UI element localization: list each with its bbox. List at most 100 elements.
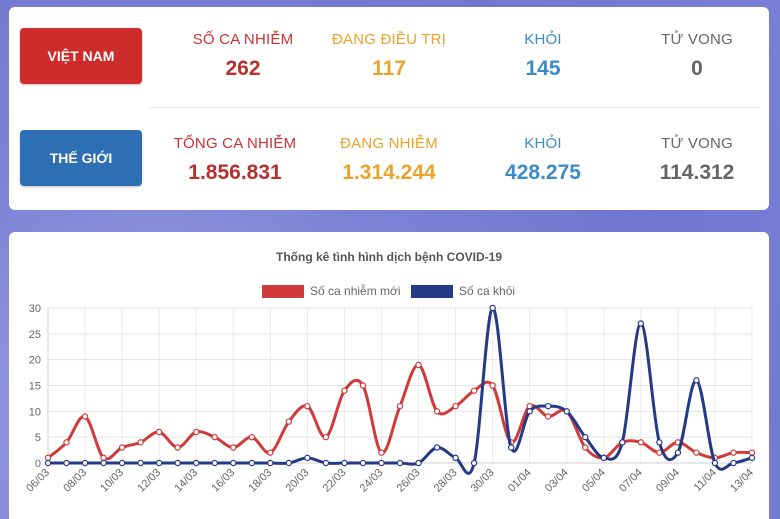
- x-tick-label: 05/04: [580, 467, 608, 495]
- vn-recovered-stat: KHỎI 145: [473, 31, 613, 81]
- data-point-new-cases: [545, 413, 552, 420]
- data-point-recovered: [341, 459, 348, 467]
- data-point-recovered: [563, 408, 570, 415]
- line-chart: 0 5 10 15 20 25 30 06/03 08/03 10/03 12/03 14/03 16/…: [24, 303, 756, 495]
- x-tick-label: 22/03: [321, 467, 349, 495]
- data-point-new-cases: [322, 433, 330, 441]
- world-recovered-value: 428.275: [505, 161, 581, 184]
- data-point-recovered: [378, 459, 385, 467]
- data-point-recovered: [545, 402, 552, 410]
- data-point-recovered: [155, 459, 163, 467]
- legend-item-new-cases[interactable]: Số ca nhiễm mới: [262, 284, 401, 298]
- data-point-new-cases: [100, 454, 107, 462]
- x-tick-label: 18/03: [246, 467, 274, 495]
- data-point-recovered: [230, 459, 237, 467]
- data-point-recovered: [211, 459, 218, 467]
- x-tick-label: 24/03: [358, 467, 386, 495]
- data-point-new-cases: [248, 433, 255, 441]
- data-point-new-cases: [359, 382, 367, 389]
- data-point-recovered: [711, 459, 719, 467]
- y-tick-label: 25: [29, 329, 41, 341]
- x-tick-label: 07/04: [617, 467, 645, 495]
- data-point-new-cases: [230, 444, 237, 451]
- data-point-new-cases: [452, 402, 459, 410]
- chart-card: Thống kê tình hình dịch bệnh COVID-19 Số…: [9, 232, 769, 519]
- data-point-recovered: [118, 459, 126, 467]
- data-point-new-cases: [81, 413, 89, 420]
- x-tick-label: 12/03: [135, 467, 163, 495]
- vn-deaths-label: TỬ VONG: [661, 31, 733, 48]
- world-stats-row: THẾ GIỚI TỔNG CA NHIỄM 1.856.831 ĐANG NH…: [9, 107, 769, 202]
- world-active-label: ĐANG NHIỄM: [340, 135, 438, 152]
- vietnam-button[interactable]: VIỆT NAM: [20, 28, 142, 84]
- data-point-recovered: [637, 320, 645, 327]
- data-point-new-cases: [155, 428, 163, 436]
- data-point-new-cases: [470, 387, 478, 394]
- vn-treating-value: 117: [372, 57, 406, 80]
- world-deaths-stat: TỬ VONG 114.312: [627, 135, 767, 185]
- data-point-recovered: [452, 454, 459, 462]
- x-tick-label: 10/03: [98, 467, 126, 495]
- data-point-new-cases: [267, 449, 274, 456]
- legend-swatch-new-cases: [262, 284, 304, 298]
- data-point-recovered: [100, 459, 107, 467]
- vn-infected-stat: SỐ CA NHIỄM 262: [173, 31, 313, 81]
- x-tick-label: 09/04: [654, 467, 682, 495]
- data-point-recovered: [193, 459, 200, 467]
- vn-infected-label: SỐ CA NHIỄM: [192, 31, 294, 48]
- data-point-new-cases: [730, 449, 737, 456]
- data-point-recovered: [433, 444, 441, 451]
- data-point-recovered: [248, 459, 255, 467]
- data-point-new-cases: [433, 408, 441, 415]
- data-point-recovered: [285, 459, 293, 467]
- data-point-recovered: [137, 459, 144, 467]
- data-point-recovered: [526, 408, 533, 415]
- world-button[interactable]: THẾ GIỚI: [20, 130, 142, 186]
- x-tick-label: 26/03: [395, 467, 423, 495]
- vn-recovered-label: KHỎI: [524, 31, 562, 48]
- data-point-new-cases: [137, 439, 144, 446]
- data-point-new-cases: [211, 433, 218, 441]
- data-point-new-cases: [582, 444, 589, 451]
- data-point-recovered: [730, 459, 737, 467]
- data-point-recovered: [656, 439, 663, 446]
- data-point-new-cases: [193, 428, 200, 436]
- world-infected-stat: TỔNG CA NHIỄM 1.856.831: [165, 135, 305, 185]
- world-deaths-value: 114.312: [659, 161, 735, 184]
- x-tick-label: 01/04: [506, 467, 534, 495]
- legend-label-new-cases: Số ca nhiễm mới: [310, 284, 401, 298]
- data-point-recovered: [63, 459, 70, 467]
- vn-deaths-value: 0: [691, 57, 703, 80]
- data-point-new-cases: [396, 402, 404, 410]
- x-tick-label: 11/04: [692, 467, 719, 494]
- data-point-recovered: [507, 444, 515, 451]
- y-tick-label: 15: [29, 381, 41, 393]
- data-point-new-cases: [378, 449, 385, 456]
- data-point-new-cases: [489, 382, 496, 389]
- world-infected-value: 1.856.831: [188, 161, 282, 184]
- data-point-recovered: [748, 454, 756, 462]
- data-point-recovered: [600, 454, 607, 462]
- world-active-stat: ĐANG NHIỄM 1.314.244: [319, 135, 459, 185]
- y-tick-label: 10: [29, 406, 41, 418]
- data-point-recovered: [322, 459, 330, 467]
- data-point-recovered: [81, 459, 89, 467]
- world-infected-label: TỔNG CA NHIỄM: [173, 135, 297, 152]
- legend-label-recovered: Số ca khỏi: [459, 284, 516, 298]
- world-deaths-label: TỬ VONG: [661, 135, 733, 152]
- vn-recovered-value: 145: [525, 57, 561, 80]
- data-point-new-cases: [63, 439, 70, 446]
- stats-card: VIỆT NAM SỐ CA NHIỄM 262 ĐANG ĐIỀU TRỊ 1…: [9, 7, 769, 210]
- data-point-recovered: [174, 459, 181, 467]
- data-point-new-cases: [118, 444, 126, 451]
- data-point-recovered: [267, 459, 274, 467]
- data-point-recovered: [470, 459, 478, 467]
- data-point-new-cases: [637, 439, 645, 446]
- legend-item-recovered[interactable]: Số ca khỏi: [411, 284, 515, 298]
- data-point-new-cases: [44, 454, 52, 462]
- y-tick-label: 0: [35, 458, 41, 470]
- data-point-recovered: [396, 459, 404, 467]
- x-tick-label: 06/03: [24, 467, 52, 495]
- data-point-recovered: [489, 304, 496, 312]
- data-point-recovered: [415, 459, 422, 467]
